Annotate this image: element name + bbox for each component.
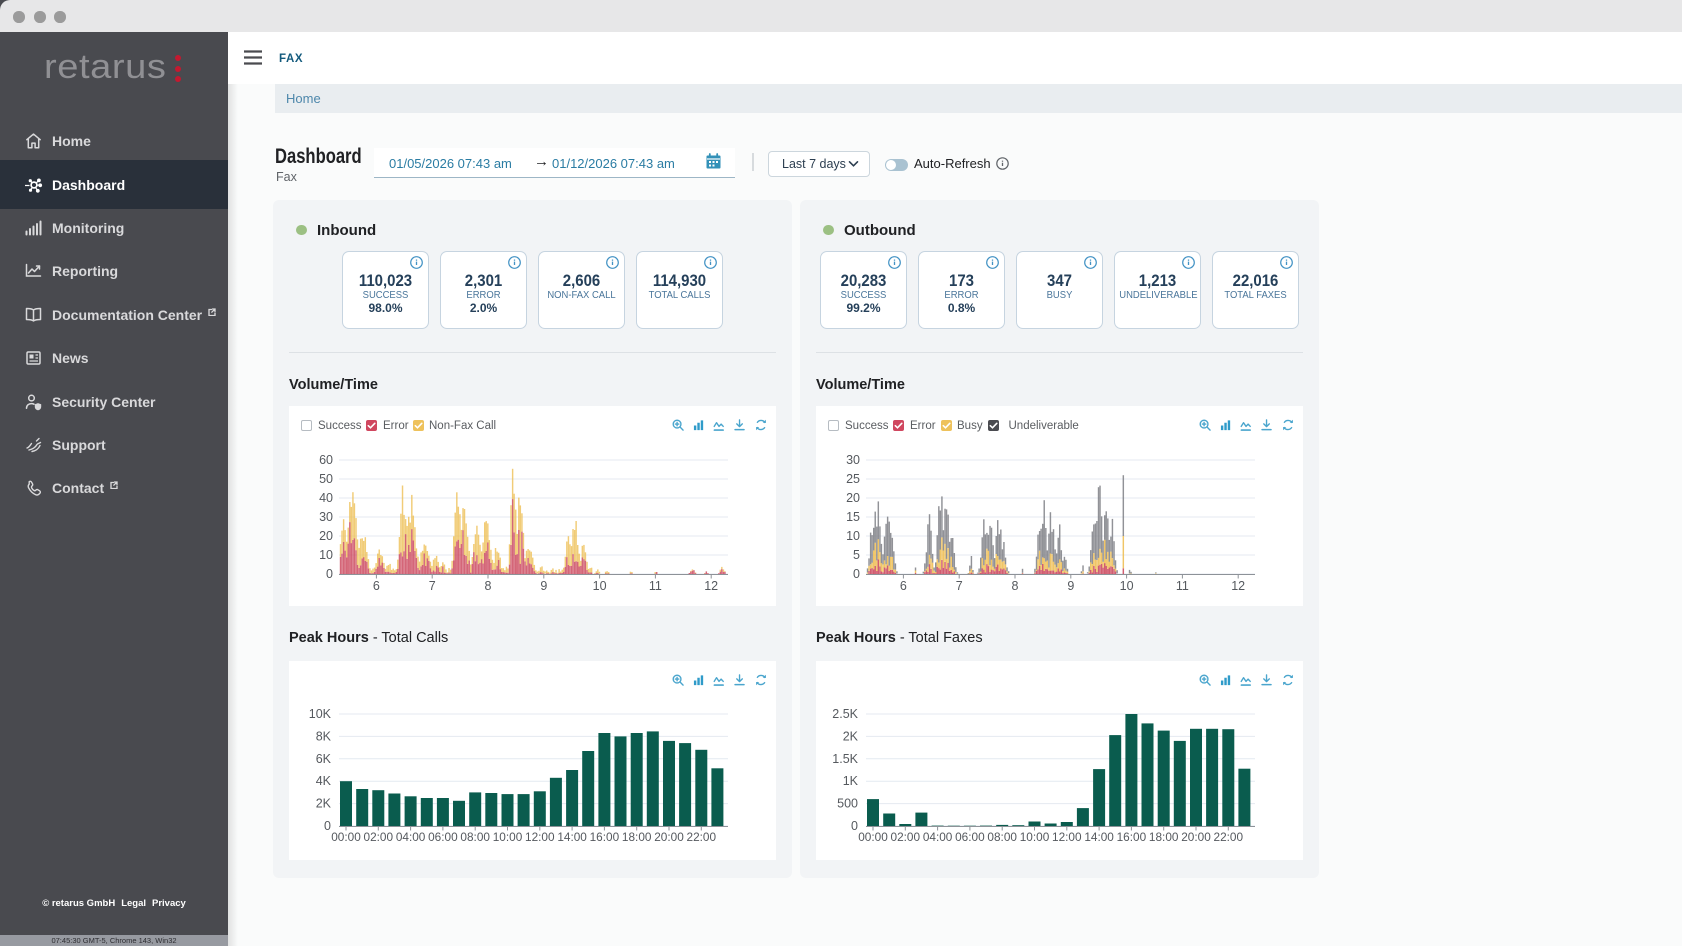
svg-text:04:00: 04:00 — [396, 830, 426, 844]
svg-text:7: 7 — [956, 579, 963, 593]
svg-text:18:00: 18:00 — [622, 830, 652, 844]
svg-text:11: 11 — [1176, 579, 1189, 593]
svg-text:00:00: 00:00 — [858, 830, 888, 844]
svg-text:14:00: 14:00 — [1084, 830, 1114, 844]
svg-text:10: 10 — [319, 548, 333, 562]
svg-text:6: 6 — [373, 579, 380, 593]
svg-text:60: 60 — [319, 453, 333, 467]
svg-text:6: 6 — [900, 579, 907, 593]
svg-text:0: 0 — [324, 819, 331, 833]
svg-text:22:00: 22:00 — [1214, 830, 1244, 844]
svg-text:10:00: 10:00 — [493, 830, 523, 844]
svg-text:12: 12 — [1231, 579, 1245, 593]
svg-text:6K: 6K — [316, 752, 332, 766]
svg-text:15: 15 — [846, 510, 860, 524]
svg-text:22:00: 22:00 — [687, 830, 717, 844]
svg-text:12:00: 12:00 — [1052, 830, 1082, 844]
svg-text:10K: 10K — [309, 707, 332, 721]
svg-text:00:00: 00:00 — [331, 830, 361, 844]
svg-text:1K: 1K — [843, 774, 859, 788]
svg-text:30: 30 — [319, 510, 333, 524]
svg-text:18:00: 18:00 — [1149, 830, 1179, 844]
svg-text:06:00: 06:00 — [428, 830, 458, 844]
svg-text:30: 30 — [846, 453, 860, 467]
svg-text:9: 9 — [540, 579, 547, 593]
svg-text:2K: 2K — [316, 797, 332, 811]
svg-text:1.5K: 1.5K — [832, 752, 858, 766]
svg-text:0: 0 — [851, 819, 858, 833]
svg-text:500: 500 — [837, 797, 858, 811]
svg-text:5: 5 — [853, 548, 860, 562]
svg-text:12: 12 — [704, 579, 718, 593]
svg-text:12:00: 12:00 — [525, 830, 555, 844]
svg-text:20: 20 — [319, 529, 333, 543]
svg-text:10: 10 — [593, 579, 607, 593]
svg-text:20:00: 20:00 — [654, 830, 684, 844]
svg-text:16:00: 16:00 — [1117, 830, 1147, 844]
svg-text:20: 20 — [846, 491, 860, 505]
svg-text:20:00: 20:00 — [1181, 830, 1211, 844]
svg-text:8: 8 — [485, 579, 492, 593]
svg-text:0: 0 — [853, 567, 860, 581]
svg-text:25: 25 — [846, 472, 860, 486]
svg-text:10: 10 — [846, 529, 860, 543]
svg-text:16:00: 16:00 — [590, 830, 620, 844]
svg-text:40: 40 — [319, 491, 333, 505]
svg-text:2.5K: 2.5K — [832, 707, 858, 721]
svg-text:08:00: 08:00 — [987, 830, 1017, 844]
svg-text:8: 8 — [1012, 579, 1019, 593]
svg-text:10:00: 10:00 — [1020, 830, 1050, 844]
svg-text:0: 0 — [326, 567, 333, 581]
svg-text:11: 11 — [649, 579, 662, 593]
svg-text:08:00: 08:00 — [460, 830, 490, 844]
svg-text:10: 10 — [1120, 579, 1134, 593]
svg-text:2K: 2K — [843, 729, 859, 743]
svg-text:02:00: 02:00 — [364, 830, 394, 844]
svg-text:50: 50 — [319, 472, 333, 486]
svg-text:8K: 8K — [316, 729, 332, 743]
svg-text:4K: 4K — [316, 774, 332, 788]
svg-text:14:00: 14:00 — [557, 830, 587, 844]
svg-text:7: 7 — [429, 579, 436, 593]
svg-text:02:00: 02:00 — [891, 830, 921, 844]
svg-text:06:00: 06:00 — [955, 830, 985, 844]
svg-text:04:00: 04:00 — [923, 830, 953, 844]
svg-text:9: 9 — [1067, 579, 1074, 593]
